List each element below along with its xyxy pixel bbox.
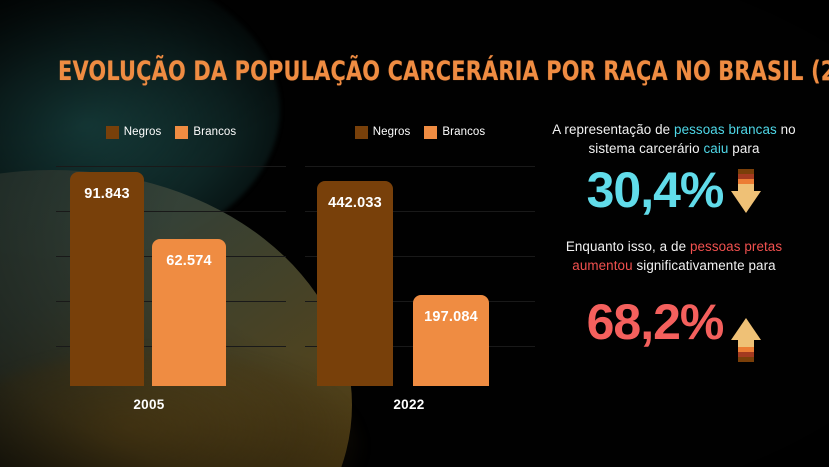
black-stat-number: 68,2% xyxy=(586,293,725,350)
white-stat-line1-pre: A representação de xyxy=(552,122,675,137)
bar-brancos-2022[interactable]: 197.084 xyxy=(413,295,489,386)
legend-label-negros: Negros xyxy=(372,126,411,138)
arrow-segment xyxy=(738,168,755,174)
gridline xyxy=(305,256,535,257)
bar-brancos-2005[interactable]: 62.574 xyxy=(152,239,226,386)
white-stat-line2-pre: sistema carcerário xyxy=(588,141,704,157)
white-stat-line2-post: para xyxy=(728,141,760,157)
bar-negros-2005[interactable]: 91.843 xyxy=(70,172,144,386)
black-stat-line1-pre: Enquanto isso, a de xyxy=(565,238,690,254)
bar-value-negros-2022: 442.033 xyxy=(328,195,382,211)
gridline xyxy=(305,211,535,212)
black-stat-text: Enquanto isso, a de pessoas pretas aumen… xyxy=(528,237,820,276)
legend-label-brancos: Brancos xyxy=(193,126,237,138)
legend-item-brancos: Brancos xyxy=(424,125,486,139)
plot-area-2005: 91.843 62.574 xyxy=(56,146,286,386)
gridline xyxy=(305,166,535,167)
x-axis-label-2005: 2005 xyxy=(133,397,165,412)
info-panel: A representação de pessoas brancas no si… xyxy=(528,120,820,362)
black-stat-line1-highlight: pessoas pretas xyxy=(689,238,783,254)
legend-swatch-brancos-icon xyxy=(175,125,189,139)
arrow-up-icon xyxy=(731,317,762,362)
arrow-head xyxy=(731,190,762,213)
arrow-segment xyxy=(738,356,755,362)
page-title: EVOLUÇÃO DA POPULAÇÃO CARCERÁRIA POR RAÇ… xyxy=(58,56,829,87)
legend-item-negros: Negros xyxy=(354,125,411,139)
chart-panel-2005: Negros Brancos 91.843 62.574 2005 xyxy=(56,124,286,412)
legend-item-negros: Negros xyxy=(105,125,162,139)
bar-group-2022: 442.033 197.084 xyxy=(305,146,535,386)
bar-group-2005: 91.843 62.574 xyxy=(56,146,286,386)
chart-legend-2022: Negros Brancos xyxy=(305,124,535,140)
bar-value-brancos-2005: 62.574 xyxy=(166,253,212,269)
black-stat-line2-post: significativamente para xyxy=(632,258,776,274)
x-axis-label-2022: 2022 xyxy=(393,397,425,412)
legend-label-negros: Negros xyxy=(123,126,162,138)
plot-area-2022: 442.033 197.084 xyxy=(305,146,535,386)
arrow-down-icon xyxy=(731,168,762,213)
legend-swatch-brancos-icon xyxy=(424,125,438,139)
arrow-segment xyxy=(738,173,755,179)
white-stat-line1-post: no xyxy=(776,122,796,137)
chart-legend-2005: Negros Brancos xyxy=(56,124,286,140)
black-stat-row: 68,2% xyxy=(528,282,820,362)
black-stat-line2-highlight: aumentou xyxy=(572,258,633,274)
white-stat-number: 30,4% xyxy=(586,161,725,218)
arrow-segment xyxy=(738,351,755,357)
bar-value-brancos-2022: 197.084 xyxy=(424,309,478,325)
arrow-stem xyxy=(738,339,755,347)
white-stat-row: 30,4% xyxy=(528,165,820,215)
legend-label-brancos: Brancos xyxy=(442,126,486,138)
arrow-segment xyxy=(738,346,755,352)
arrow-segment xyxy=(738,178,755,184)
white-stat-text: A representação de pessoas brancas no si… xyxy=(528,120,820,159)
arrow-stem xyxy=(738,183,755,191)
black-stat-block: Enquanto isso, a de pessoas pretas aumen… xyxy=(528,237,820,362)
white-stat-line2-highlight: caiu xyxy=(703,141,729,157)
white-stat-line1-highlight: pessoas brancas xyxy=(674,122,777,137)
legend-swatch-negros-icon xyxy=(105,125,119,139)
white-stat-block: A representação de pessoas brancas no si… xyxy=(528,120,820,215)
bar-value-negros-2005: 91.843 xyxy=(84,186,130,202)
chart-panel-2022: Negros Brancos 442.033 197.084 2022 xyxy=(305,124,535,412)
gridline xyxy=(56,166,286,167)
arrow-head xyxy=(731,317,762,340)
legend-item-brancos: Brancos xyxy=(175,125,237,139)
bar-negros-2022[interactable]: 442.033 xyxy=(317,181,393,386)
gridline xyxy=(56,211,286,212)
legend-swatch-negros-icon xyxy=(354,125,368,139)
